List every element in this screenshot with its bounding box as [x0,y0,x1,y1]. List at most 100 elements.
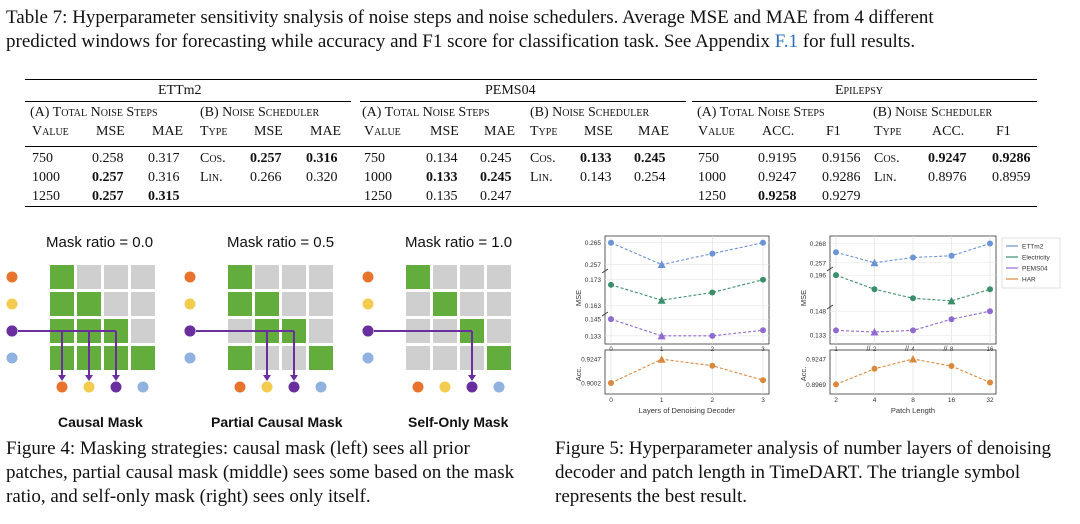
appendix-link[interactable]: F.1 [774,31,799,52]
x-axis-break: // [905,346,909,353]
table-cell: 0.257 [250,151,282,166]
input-token-dot [6,298,18,310]
acc-tick-label: 0.8969 [806,382,826,389]
mask-cell [487,265,511,289]
group-epilepsy: Epilepsy [835,83,884,98]
input-token-dot [6,352,18,364]
mask-cell [131,292,155,316]
x-tick-label: 32 [986,397,994,404]
series-line-har [610,358,764,384]
x-tick-label: 16 [948,397,956,404]
row-label: 1250 [698,189,726,204]
subhead-noise-scheduler: (B) Noise Scheduler [530,105,650,120]
table-cell: 0.254 [634,170,666,185]
ettm2-rule [25,101,351,102]
mask-cell [131,319,155,343]
mask-cell [50,265,74,289]
output-token-dot [137,381,149,393]
table-cell: 0.9286 [992,151,1031,166]
header-rule [25,146,1037,147]
mask-cell [487,292,511,316]
subhead-noise-steps: (A) Total Noise Steps [697,105,825,120]
row-label: Cos. [200,151,226,166]
input-token-dot [184,271,196,283]
y-axis-label-mse: MSE [799,290,808,306]
data-point-electricity [608,281,614,288]
table-cell: 0.245 [480,170,512,185]
arrow-head [58,375,66,381]
input-token-dot [6,271,18,283]
mask-cell [460,292,484,316]
y-axis-label-acc: Acc. [799,367,808,382]
mask-cell [282,292,306,316]
mask-cell [77,265,101,289]
table-cell: 0.133 [580,151,612,166]
row-label: 750 [698,151,719,166]
table-cell: 0.133 [426,170,458,185]
mask-cell [433,265,457,289]
query-dot [6,325,18,337]
series-line-ettm2 [835,242,991,264]
table-bottom-rule [25,206,1037,207]
label-causal-mask: Causal Mask [58,414,143,430]
column-header: Value [698,124,735,139]
pems-rule [360,101,686,102]
label-partial-causal-mask: Partial Causal Mask [211,414,343,430]
data-point-pems04 [709,332,716,339]
row-label: Cos. [530,151,556,166]
mask-cell [433,346,457,370]
input-token-dot [184,298,196,310]
row-label: Lin. [200,170,223,185]
x-tick-label: 1 [660,397,664,404]
data-point-ettm2 [608,239,614,246]
subhead-noise-scheduler: (B) Noise Scheduler [200,105,320,120]
mask-cell [309,346,333,370]
data-point-pems04 [910,327,916,334]
mask-cell [406,346,430,370]
input-token-dot [362,352,374,364]
x-tick-label-top: 3 [761,347,765,353]
data-point-har [948,363,955,370]
data-point-electricity [987,286,993,293]
data-point-electricity [947,296,956,305]
mask-cell [309,319,333,343]
mask-cell [406,292,430,316]
series-line-electricity [610,279,764,301]
table-cell: 0.245 [480,151,512,166]
x-tick-label-top: 2 [711,347,715,353]
acc-tick-label: 0.9247 [806,357,826,364]
mse-panel-frame [604,235,770,345]
table-cell: 0.245 [634,151,666,166]
mask-cell [104,292,128,316]
mask-cell [406,265,430,289]
table-cell: 0.257 [92,170,124,185]
column-header: MAE [152,124,184,139]
table-cell: 0.9247 [928,151,967,166]
group-pems04: PEMS04 [485,83,536,98]
column-header: Value [32,124,69,139]
data-point-electricity [833,272,839,279]
data-point-har [987,379,993,386]
row-label: 750 [364,151,385,166]
x-tick-label: 4 [873,397,877,404]
mask-cell [309,292,333,316]
row-label: 1000 [32,170,60,185]
mask-cell [255,265,279,289]
column-header: F1 [996,124,1011,139]
x-tick-label-top: 1 [660,347,664,353]
data-point-ettm2 [910,254,916,261]
fig4-title-partial: Mask ratio = 0.5 [227,234,335,251]
column-header: MAE [484,124,516,139]
x-tick-label-top: 1 [834,347,838,353]
axis-break [826,266,834,272]
data-point-electricity [871,286,878,293]
table-cell: 0.9258 [758,189,797,204]
data-point-ettm2 [870,258,879,267]
legend-label: Electricity [1022,255,1051,262]
mask-cell [487,346,511,370]
table-cell: 0.8959 [992,170,1031,185]
mask-cell [309,265,333,289]
column-header: MSE [96,124,125,139]
group-ettm2: ETTm2 [158,83,202,98]
query-dot [184,325,196,337]
